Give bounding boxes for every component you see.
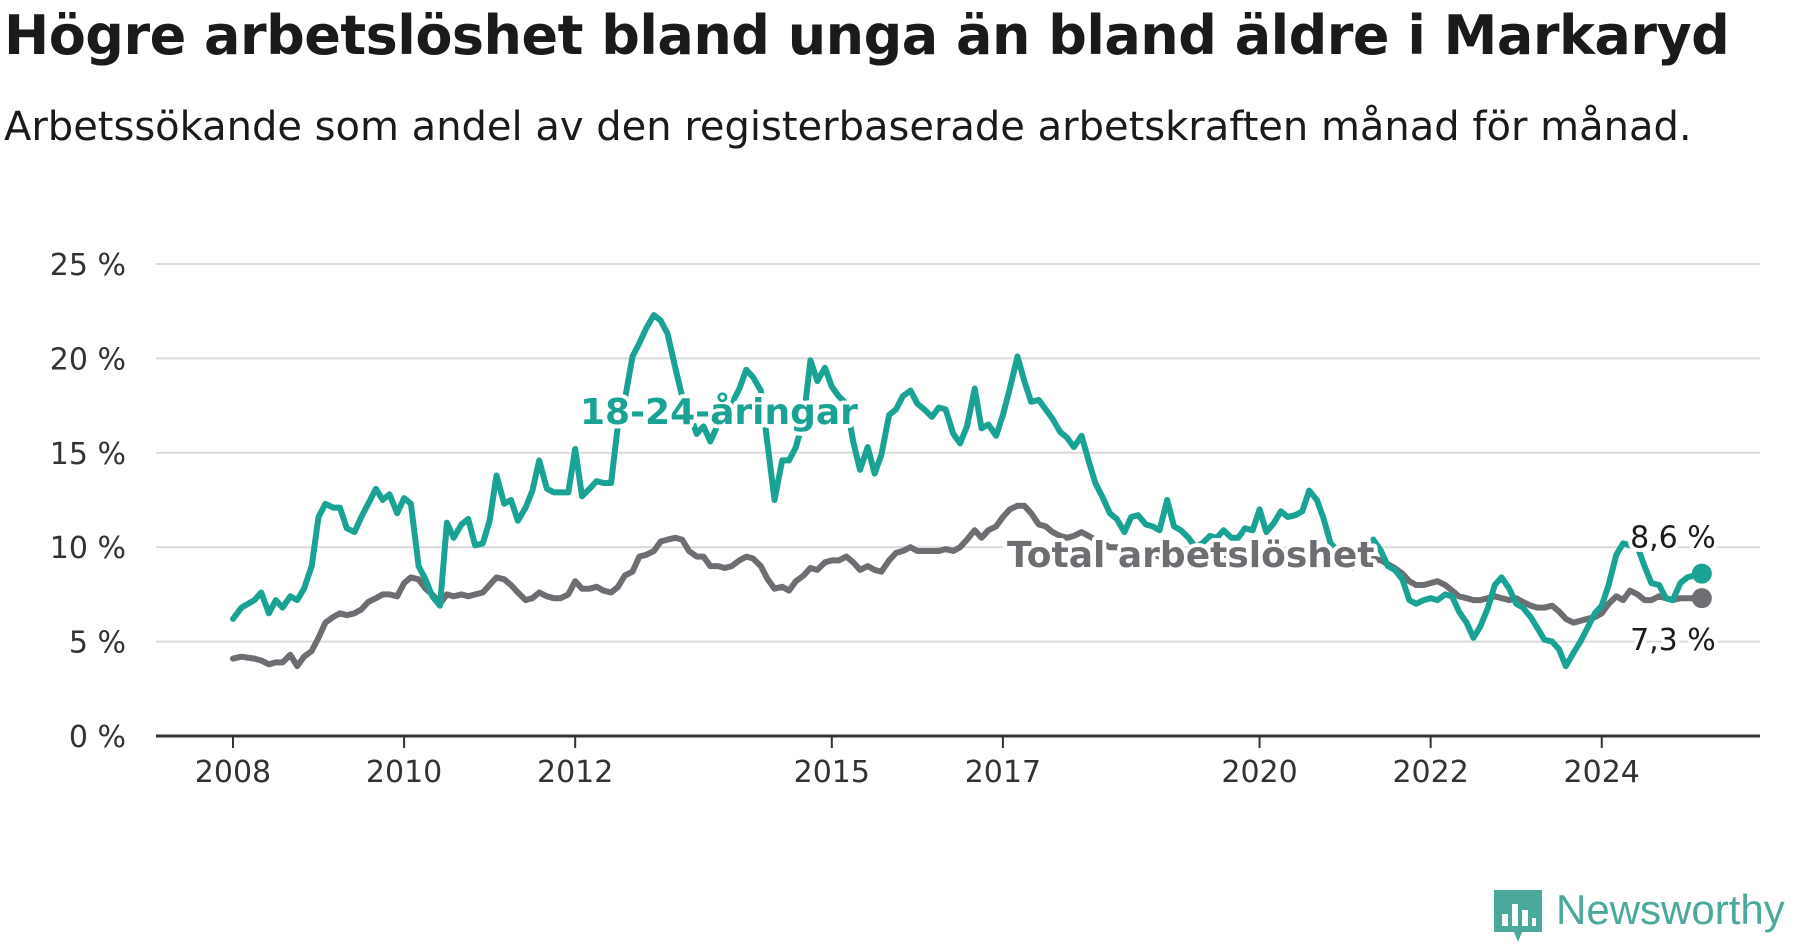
x-tick-label: 2012: [537, 755, 613, 790]
x-tick-label: 2022: [1392, 755, 1468, 790]
y-tick-label: 5 %: [69, 626, 126, 661]
x-tick-label: 2017: [965, 755, 1041, 790]
chart-title: Högre arbetslöshet bland unga än bland ä…: [4, 4, 1730, 67]
chart-subtitle: Arbetssökande som andel av den registerb…: [4, 104, 1692, 150]
end-label-young: 8,6 %: [1630, 521, 1716, 556]
x-tick-label: 2010: [366, 755, 442, 790]
x-tick-label: 2015: [794, 755, 870, 790]
x-tick-label: 2024: [1564, 755, 1640, 790]
y-tick-label: 20 %: [50, 342, 126, 377]
x-tick-label: 2008: [195, 755, 271, 790]
y-tick-label: 0 %: [69, 720, 126, 755]
series-line-young: [230, 312, 1705, 670]
y-tick-label: 15 %: [50, 437, 126, 472]
newsworthy-logo-icon: [1494, 890, 1542, 942]
end-point-young: [1691, 563, 1712, 584]
series-label-total: Total arbetslöshet: [1007, 535, 1375, 576]
end-label-total: 7,3 %: [1630, 623, 1716, 658]
brand-name: Newsworthy: [1556, 886, 1785, 933]
x-tick-label: 2020: [1221, 755, 1297, 790]
series-label-young: 18-24-åringar: [580, 392, 858, 433]
y-tick-label: 10 %: [50, 531, 126, 566]
series-line-total: [230, 502, 1705, 670]
brand-logo: Newsworthy: [1490, 886, 1790, 946]
end-point-total: [1691, 588, 1712, 609]
y-tick-label: 25 %: [50, 248, 126, 283]
